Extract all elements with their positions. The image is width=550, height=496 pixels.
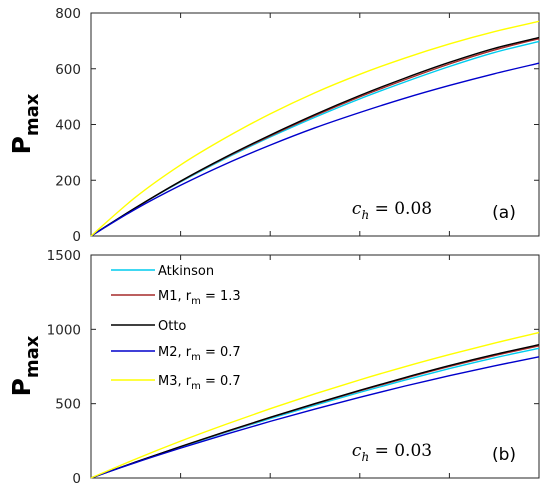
legend-label-m1: M1, rm = 1.3	[158, 289, 241, 307]
legend-label-m3: M3, rm = 0.7	[158, 374, 241, 392]
annotation-b: ch = 0.03	[352, 441, 432, 464]
panel-a: 0 200 400 600 800 Pmax ch = 0.08 (a)	[7, 6, 540, 245]
series-line-b-2	[90, 343, 540, 479]
ytick-label-a-0: 0	[72, 229, 81, 245]
legend-item-m2: M2, rm = 0.7	[111, 345, 241, 363]
ytick-label-a-2: 400	[55, 118, 81, 134]
ytick-label-a-4: 800	[55, 6, 81, 22]
ytick-label-b-2: 1000	[47, 322, 81, 338]
series-line-a-3	[90, 62, 540, 237]
panel-label-a: (a)	[492, 203, 516, 223]
legend-label-atkinson: Atkinson	[158, 264, 214, 279]
ticks-a: 0 200 400 600 800	[55, 6, 539, 245]
series-line-a-4	[90, 20, 540, 237]
legend-label-otto: Otto	[158, 319, 186, 334]
legend-item-atkinson: Atkinson	[111, 264, 214, 279]
legend-label-m2: M2, rm = 0.7	[158, 345, 241, 363]
ytick-label-a-3: 600	[55, 62, 81, 78]
series-a	[90, 20, 540, 237]
panel-b: 0 500 1000 1500 Pmax ch = 0.03 (b) Atkinson…	[7, 248, 540, 487]
series-line-a-2	[90, 36, 540, 237]
ticks-b: 0 500 1000 1500	[47, 248, 539, 487]
ytick-label-b-0: 0	[72, 471, 81, 487]
ytick-label-b-3: 1500	[47, 248, 81, 264]
legend-item-m1: M1, rm = 1.3	[111, 289, 241, 307]
series-b	[90, 331, 540, 479]
axes-a	[90, 12, 540, 237]
legend-item-m3: M3, rm = 0.7	[111, 374, 241, 392]
legend: Atkinson M1, rm = 1.3 Otto M2, rm = 0.7 …	[111, 264, 241, 392]
legend-item-otto: Otto	[111, 319, 186, 334]
ytick-label-b-1: 500	[55, 397, 81, 413]
y-axis-label-b: Pmax	[7, 335, 43, 396]
annotation-a: ch = 0.08	[352, 199, 432, 222]
ytick-label-a-1: 200	[55, 173, 81, 189]
y-axis-label-a: Pmax	[7, 93, 43, 154]
panel-label-b: (b)	[492, 445, 516, 465]
series-line-b-4	[90, 331, 540, 479]
axes-b	[90, 254, 540, 479]
series-line-b-3	[90, 356, 540, 479]
